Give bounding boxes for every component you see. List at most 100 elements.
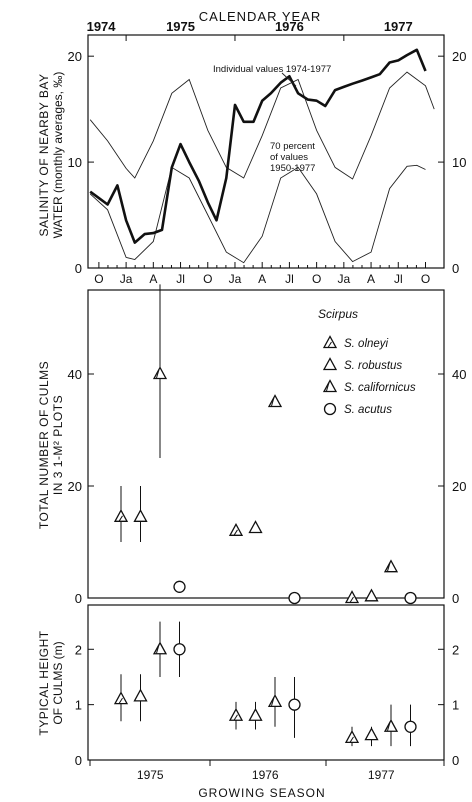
culm-count-ylabel-line1: TOTAL NUMBER OF CULMS: [37, 361, 51, 529]
count-point-olneyi-stroke: [233, 529, 238, 536]
height-point: [228, 707, 244, 721]
height-point: [173, 643, 186, 656]
culm-count-ylabel-line2: IN 3 1-M² PLOTS: [51, 395, 65, 495]
count-ytick-label-right: 0: [452, 591, 459, 606]
salinity-individual-line: [89, 48, 427, 244]
salinity-ylabel-line1: SALINITY OF NEARBY BAY: [37, 73, 51, 236]
count-point: [383, 559, 399, 573]
salinity-panel: SALINITY OF NEARBY BAY WATER (monthly av…: [37, 19, 466, 286]
legend-marker: [322, 335, 338, 349]
count-point-triangle: [344, 590, 360, 604]
culm-height-ylabel-line2: OF CULMS (m): [51, 641, 65, 724]
count-point: [248, 520, 263, 534]
salinity-month-label: A: [258, 272, 266, 286]
height-ytick-label-left: 2: [75, 642, 82, 657]
count-ytick-label-left: 40: [68, 367, 82, 382]
height-ytick-label-right: 1: [452, 698, 459, 713]
year-label: 1974: [87, 19, 117, 34]
height-point-olneyi-stroke: [233, 714, 238, 721]
count-point: [288, 591, 301, 605]
year-label: 1977: [384, 19, 413, 34]
growing-season-ticks: 1975 1976 1977: [89, 760, 445, 782]
salinity-70pct-upper-line: [89, 71, 435, 180]
annotation-70pct-line3: 1950-1977: [270, 163, 315, 174]
culm-height-y-ticks: 0 0 1 1 2 2: [75, 642, 459, 768]
legend-markers: [322, 335, 338, 416]
salinity-70pct-lower-line: [89, 164, 426, 264]
height-point: [364, 727, 379, 741]
count-point-olneyi-stroke: [118, 515, 123, 522]
height-point-triangle: [344, 729, 360, 744]
count-point: [228, 522, 244, 536]
count-point-triangle: [248, 520, 263, 534]
legend-title: Scirpus: [318, 307, 358, 321]
count-point-californicus-stroke: [271, 397, 275, 407]
legend-s-olneyi: S. olneyi: [344, 338, 389, 350]
height-point: [152, 641, 168, 655]
height-point-triangle: [364, 727, 379, 741]
salinity-month-label: Ja: [337, 272, 350, 286]
height-point: [288, 698, 301, 711]
legend-marker: [323, 402, 337, 416]
height-point-triangle: [248, 707, 263, 721]
culm-height-error-bars: [120, 621, 411, 747]
legend-s-californicus: S. californicus: [344, 382, 416, 394]
count-point: [267, 394, 283, 408]
legend-marker-californicus-stroke: [326, 382, 330, 392]
height-point-triangle: [133, 688, 148, 702]
culm-height-frame: [87, 604, 445, 761]
legend-marker: [322, 357, 338, 371]
count-point: [152, 366, 168, 380]
season-label: 1976: [252, 768, 279, 782]
count-point-triangle: [364, 588, 379, 602]
height-point-triangle: [228, 707, 244, 721]
salinity-month-label: Ja: [120, 272, 133, 286]
height-point-californicus-stroke: [156, 644, 160, 654]
height-point-olneyi-stroke: [118, 697, 123, 704]
season-label: 1975: [137, 768, 164, 782]
salinity-ylabel-line2: WATER (monthly averages, ‰): [51, 72, 65, 239]
height-point-californicus-stroke: [271, 697, 275, 707]
count-point: [364, 588, 379, 602]
legend-s-acutus: S. acutus: [344, 404, 392, 416]
count-ytick-label-right: 40: [452, 367, 466, 382]
annotation-70pct-line2: of values: [270, 152, 308, 163]
count-point-triangle: [228, 522, 244, 536]
height-point: [248, 707, 263, 721]
count-point: [404, 591, 417, 605]
salinity-ytick-label-left: 20: [68, 49, 82, 64]
scirpus-legend: Scirpus S. olneyi S. robustus S. califor…: [318, 307, 416, 416]
legend-marker: [322, 379, 338, 393]
year-label: 1976: [275, 19, 304, 34]
height-point-triangle: [113, 691, 129, 705]
salinity-ytick-label-right: 10: [452, 155, 466, 170]
culm-height-ylabel-line1: TYPICAL HEIGHT: [37, 630, 51, 735]
count-point-triangle: [152, 366, 168, 380]
count-point-triangle: [133, 508, 148, 522]
salinity-y-ticks: 0 0 10 10 20 20: [68, 49, 467, 276]
annotation-70pct-line1: 70 percent: [270, 141, 315, 152]
culm-height-markers: [113, 641, 417, 744]
height-point: [267, 694, 283, 708]
count-point: [133, 508, 148, 522]
salinity-month-label: O: [203, 272, 212, 286]
count-point-triangle: [383, 559, 399, 573]
annotation-leader-line: [281, 72, 297, 87]
height-ytick-label-left: 1: [75, 698, 82, 713]
height-point-triangle: [152, 641, 168, 655]
count-point-californicus-stroke: [156, 369, 160, 379]
salinity-month-label: O: [421, 272, 430, 286]
count-point-triangle: [267, 394, 283, 408]
salinity-month-ticks: O Ja A Jl O Ja A Jl O Ja A Jl O: [94, 262, 430, 286]
legend-s-robustus: S. robustus: [344, 360, 402, 372]
calendar-year-ticks: 1974 1975 1976 1977: [87, 19, 413, 41]
salinity-month-label: O: [94, 272, 103, 286]
salinity-month-label: A: [367, 272, 375, 286]
height-ytick-label-right: 0: [452, 753, 459, 768]
salinity-month-label: Jl: [394, 272, 403, 286]
height-point: [133, 688, 148, 702]
height-point-triangle: [383, 718, 399, 732]
culm-count-error-bars: [120, 284, 161, 542]
height-point: [383, 718, 399, 732]
legend-marker-olneyi-stroke: [327, 341, 332, 348]
